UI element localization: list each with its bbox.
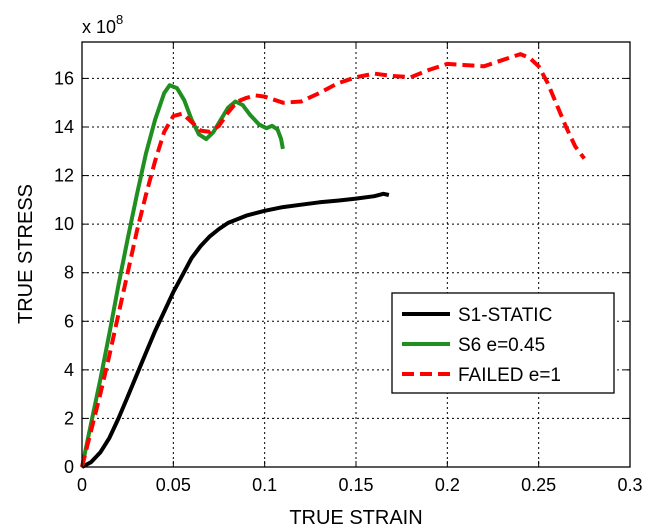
y-tick-label: 12 [54,166,74,186]
y-tick-label: 14 [54,117,74,137]
x-axis-label: TRUE STRAIN [289,507,422,529]
y-multiplier-label: x 108 [82,12,123,37]
y-axis-label: TRUE STRESS [15,184,37,324]
legend-label-s1-static: S1-STATIC [458,305,552,326]
y-multiplier-exponent: 8 [116,12,123,27]
series-line-2 [80,52,586,468]
x-tick-label: 0.1 [252,475,277,495]
y-tick-label: 0 [64,457,74,477]
y-tick-label: 2 [64,408,74,428]
grid [82,42,630,467]
tick-labels: 0 0.05 0.1 0.15 0.2 0.25 0.3 0 2 4 6 8 10 12 14 16 [54,68,643,495]
y-tick-label: 4 [64,360,74,380]
legend: S1-STATIC S6 e=0.45 FAILED e=1 [391,292,615,394]
x-tick-label: 0.2 [435,475,460,495]
x-tick-label: 0.3 [617,475,642,495]
series-line-0 [81,191,390,469]
y-tick-label: 6 [64,311,74,331]
x-tick-label: 0.25 [521,475,556,495]
y-tick-label: 8 [64,263,74,283]
ticks [81,42,631,468]
series-lines [80,52,586,469]
x-tick-label: 0.15 [338,475,373,495]
x-tick-label: 0 [77,475,87,495]
y-tick-label: 16 [54,68,74,88]
y-tick-label: 10 [54,214,74,234]
legend-label-s6: S6 e=0.45 [458,335,545,356]
legend-label-failed: FAILED e=1 [458,365,561,386]
series-line-1 [80,83,285,468]
x-tick-label: 0.05 [156,475,191,495]
